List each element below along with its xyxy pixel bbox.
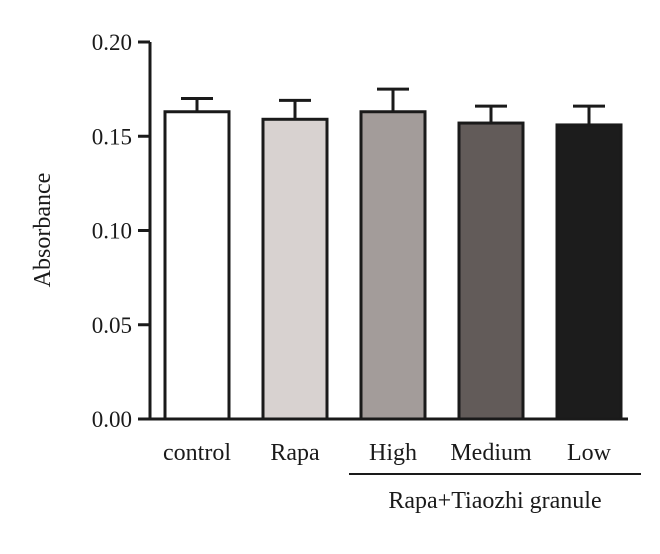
bar-control bbox=[163, 110, 231, 421]
x-tick-label: Rapa bbox=[270, 440, 320, 466]
group-label: Rapa+Tiaozhi granule bbox=[388, 488, 601, 514]
x-tick-label: High bbox=[369, 440, 417, 466]
y-axis-title: Absorbance bbox=[30, 173, 56, 288]
error-bars bbox=[181, 87, 605, 125]
bar-low bbox=[555, 123, 623, 421]
bars bbox=[163, 110, 623, 421]
y-tick-label: 0.15 bbox=[92, 124, 132, 149]
bar-rapa bbox=[261, 117, 329, 421]
bar-medium bbox=[457, 121, 525, 421]
x-tick-label: Medium bbox=[450, 440, 532, 466]
x-tick-label: control bbox=[163, 440, 231, 466]
y-ticks: 0.00 0.05 0.10 0.15 0.20 bbox=[92, 30, 150, 432]
y-tick-label: 0.00 bbox=[92, 407, 132, 432]
y-tick-label: 0.10 bbox=[92, 219, 132, 244]
y-tick-label: 0.20 bbox=[92, 30, 132, 55]
x-labels: control Rapa High Medium Low bbox=[163, 440, 612, 466]
bar-high bbox=[359, 110, 427, 421]
x-tick-label: Low bbox=[567, 440, 612, 466]
y-tick-label: 0.05 bbox=[92, 313, 132, 338]
